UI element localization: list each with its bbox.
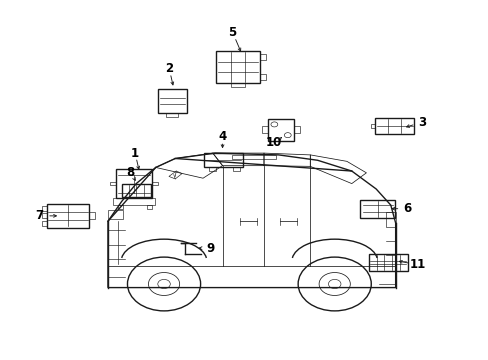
Bar xyxy=(230,83,245,87)
Text: 11: 11 xyxy=(408,258,425,271)
Bar xyxy=(115,169,152,198)
Bar xyxy=(374,118,413,134)
Bar xyxy=(89,212,95,220)
Bar xyxy=(208,167,215,171)
Bar xyxy=(294,126,300,134)
Bar xyxy=(158,89,186,113)
Bar xyxy=(166,113,178,117)
Bar xyxy=(147,205,152,210)
Text: 8: 8 xyxy=(125,166,134,179)
Text: 2: 2 xyxy=(164,62,173,75)
Bar xyxy=(267,119,294,140)
Bar xyxy=(216,51,260,83)
Bar xyxy=(385,212,395,226)
Bar xyxy=(118,205,122,210)
Bar xyxy=(233,167,240,171)
Bar xyxy=(260,54,265,60)
Bar xyxy=(359,200,394,218)
Text: 5: 5 xyxy=(228,27,236,40)
Bar xyxy=(113,198,154,205)
Bar xyxy=(368,254,407,271)
Bar xyxy=(232,155,276,159)
Bar xyxy=(152,182,158,185)
Bar xyxy=(261,126,267,134)
Bar xyxy=(370,125,374,128)
Bar xyxy=(108,211,122,220)
Text: 6: 6 xyxy=(403,202,411,215)
Text: 10: 10 xyxy=(265,136,281,149)
Text: 3: 3 xyxy=(418,116,426,129)
Bar xyxy=(46,204,89,228)
Bar xyxy=(203,153,243,167)
Bar xyxy=(260,74,265,80)
Text: 1: 1 xyxy=(130,147,139,159)
Bar xyxy=(41,213,46,219)
Bar xyxy=(122,184,151,197)
Text: 9: 9 xyxy=(206,242,214,255)
Text: 7: 7 xyxy=(36,210,44,222)
Bar xyxy=(109,182,115,185)
Bar xyxy=(41,221,46,226)
Text: 4: 4 xyxy=(218,130,226,144)
Bar xyxy=(41,206,46,211)
